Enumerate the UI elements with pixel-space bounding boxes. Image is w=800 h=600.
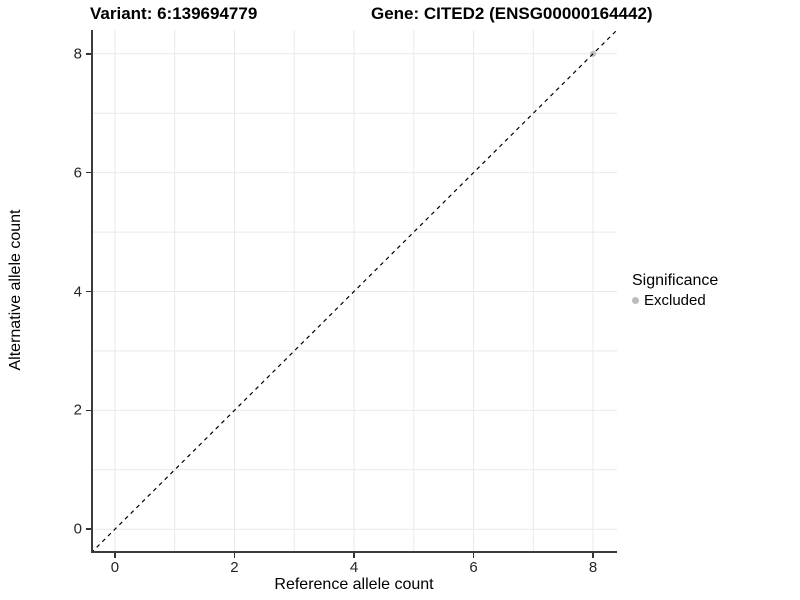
legend: Significance Excluded: [632, 272, 718, 309]
y-tick-label: 2: [73, 401, 82, 419]
y-tick-label: 0: [73, 520, 82, 538]
x-tick-label: 4: [349, 559, 359, 576]
x-tick-mark: [592, 553, 594, 558]
plot-panel: [91, 30, 617, 553]
y-axis-title: Alternative allele count: [7, 209, 24, 371]
y-tick-label: 6: [73, 164, 82, 182]
y-tick-label: 4: [73, 283, 82, 300]
x-tick-label: 0: [110, 559, 120, 576]
legend-item-label: Excluded: [644, 292, 706, 309]
y-tick-mark: [86, 53, 91, 55]
y-tick-mark: [86, 409, 91, 412]
x-tick-label: 2: [230, 559, 239, 576]
y-tick-mark: [86, 171, 91, 174]
x-tick-label: 6: [469, 559, 478, 576]
x-tick-mark: [233, 553, 236, 558]
x-tick-mark: [353, 553, 355, 558]
legend-item-excluded: Excluded: [632, 292, 718, 309]
plot-title: Variant: 6:139694779 Gene: CITED2 (ENSG0…: [0, 4, 800, 26]
x-tick-mark: [114, 553, 116, 558]
x-tick-label: 8: [588, 559, 598, 576]
y-tick-label: 8: [73, 45, 82, 63]
y-tick-mark: [86, 290, 91, 293]
legend-point-icon: [632, 297, 639, 304]
plot-canvas: [91, 30, 617, 553]
x-axis-title: Reference allele count: [274, 576, 434, 593]
legend-title: Significance: [632, 272, 719, 289]
y-tick-mark: [86, 528, 91, 530]
identity-line: [91, 30, 617, 553]
x-tick-mark: [472, 553, 475, 558]
plot-title-variant: Variant: 6:139694779: [90, 4, 258, 23]
plot-title-gene: Gene: CITED2 (ENSG00000164442): [371, 4, 653, 23]
